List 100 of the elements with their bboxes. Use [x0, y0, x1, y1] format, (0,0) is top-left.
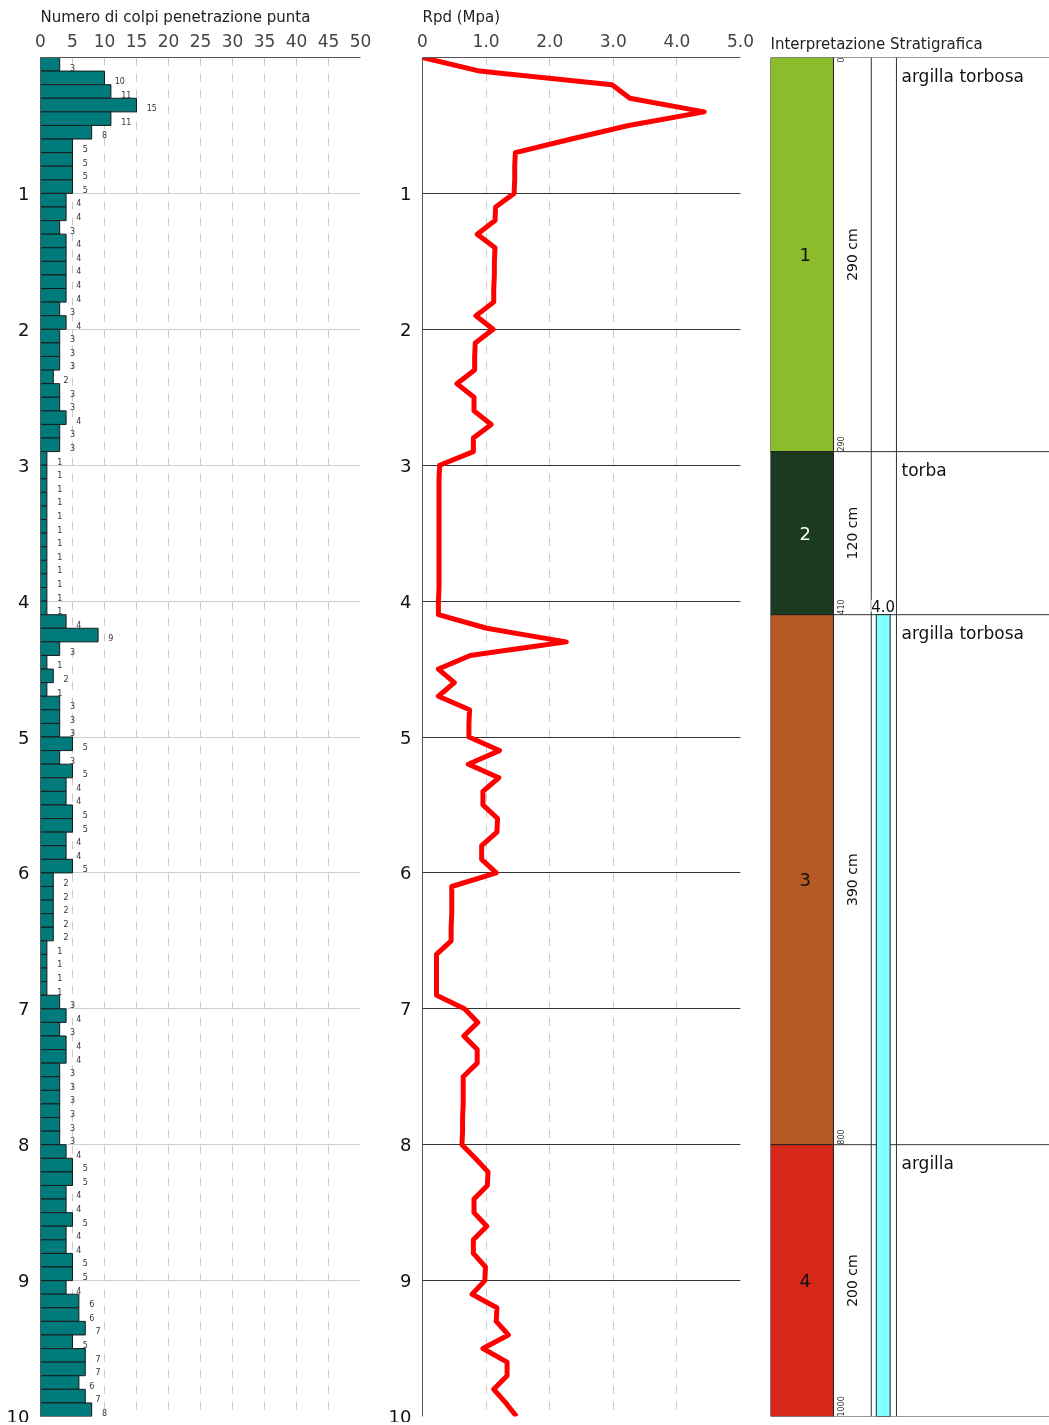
y-tick-label: 1: [18, 182, 30, 204]
data-label: 1: [57, 498, 63, 508]
y-tick-label: 8: [18, 1134, 30, 1156]
data-label: 1: [57, 539, 63, 549]
data-label: 4: [76, 199, 82, 209]
data-label: 4: [76, 213, 82, 222]
data-label: 4: [76, 838, 82, 848]
y-tick-label: 7: [18, 998, 30, 1020]
data-label: 290 cm: [844, 228, 861, 281]
data-label: 5: [82, 1259, 88, 1269]
data-label: 4: [76, 1041, 82, 1051]
data-label: 3: [69, 308, 76, 318]
chart-title: Rpd (Mpa): [422, 7, 501, 26]
y-tick-label: 6: [18, 862, 30, 884]
data-label: 5: [82, 1218, 88, 1228]
x-tick-label: 25: [189, 30, 212, 51]
x-tick-label: 20: [157, 30, 180, 51]
x-tick-label: 5.0: [726, 30, 755, 51]
data-label: 7: [95, 1354, 101, 1364]
y-tick-label: 5: [400, 726, 412, 748]
data-label: 1: [57, 661, 63, 671]
data-label: 8: [101, 1408, 108, 1418]
data-label: 4: [76, 620, 82, 630]
data-label: 6: [89, 1313, 95, 1323]
data-label: 1: [57, 511, 63, 521]
data-label: 4: [76, 851, 82, 861]
data-label: 2: [63, 933, 69, 943]
y-tick-label: 8: [400, 1134, 412, 1156]
data-label: 1: [57, 974, 63, 984]
data-label: 3: [69, 702, 76, 712]
data-label: 5: [82, 172, 88, 182]
data-label: 5: [82, 145, 88, 155]
x-tick-label: 10: [93, 30, 116, 51]
data-label: 1: [57, 525, 63, 535]
data-label: 3: [69, 348, 76, 358]
data-label: 5: [82, 1340, 88, 1350]
y-tick-label: 5: [18, 726, 30, 748]
data-label: 4: [76, 253, 82, 263]
data-label: 3: [69, 729, 76, 739]
text: 1: [799, 244, 811, 266]
data-label: 5: [82, 1273, 88, 1283]
data-label: 2: [63, 675, 69, 685]
data-label: 2: [63, 376, 69, 386]
data-label: 4: [76, 1055, 82, 1065]
data-label: 4: [76, 1205, 82, 1215]
data-label: 3: [69, 335, 76, 345]
category-label: torba: [901, 459, 947, 480]
x-tick-label: 40: [285, 30, 308, 51]
data-label: 15: [146, 104, 157, 114]
data-label: 6: [89, 1381, 95, 1391]
data-label: 3: [69, 1069, 76, 1079]
data-label: 4: [76, 797, 82, 807]
x-tick-label: 5: [67, 30, 78, 51]
text: Interpretazione Stratigrafica: [770, 34, 983, 53]
y-tick-label: 2: [400, 318, 412, 340]
y-tick-label: 6: [400, 862, 412, 884]
data-label: 4: [76, 240, 82, 250]
data-label: 4: [76, 321, 82, 331]
x-tick-label: 15: [125, 30, 148, 51]
data-label: 1: [57, 552, 63, 562]
data-label: 1: [57, 593, 63, 603]
data-label: 1: [57, 607, 63, 617]
x-tick-label: 0: [35, 30, 46, 51]
data-label: 9: [108, 634, 114, 644]
text: 4: [799, 1270, 811, 1292]
data-label: 3: [69, 1123, 76, 1133]
data-label: 4: [76, 783, 82, 793]
y-tick-label: 3: [18, 454, 30, 476]
data-label: 4: [76, 1150, 82, 1160]
data-label: 1: [57, 960, 63, 970]
data-label: 11: [121, 90, 132, 100]
data-label: 200 cm: [844, 1254, 861, 1307]
data-label: 4: [76, 1191, 82, 1201]
y-tick-label: 1: [400, 182, 412, 204]
data-label: 3: [69, 362, 76, 372]
data-label: 5: [82, 743, 88, 753]
data-label: 4: [76, 1232, 82, 1242]
data-label: 1: [57, 688, 63, 698]
text: 0: [836, 57, 846, 63]
data-label: 5: [82, 185, 88, 195]
data-label: 4: [76, 416, 82, 426]
data-label: 5: [82, 810, 88, 820]
data-label: 3: [69, 1096, 76, 1106]
category-label: argilla: [901, 1152, 954, 1173]
x-tick-label: 35: [253, 30, 276, 51]
data-label: 6: [89, 1300, 95, 1310]
text: 2: [799, 522, 811, 544]
y-tick-label: 2: [18, 318, 30, 340]
category-label: argilla torbosa: [901, 65, 1024, 86]
x-tick-label: 1.0: [472, 30, 500, 51]
text: 1000: [836, 1396, 846, 1417]
x-tick-label: 4.0: [663, 30, 691, 51]
x-tick-label: 2.0: [536, 30, 564, 51]
text: 410: [836, 599, 846, 615]
data-label: 5: [82, 158, 88, 168]
data-label: 3: [69, 1001, 76, 1011]
data-label: 5: [82, 1164, 88, 1174]
chart-title: Numero di colpi penetrazione punta: [40, 7, 311, 26]
data-label: 3: [69, 1137, 76, 1147]
data-label: 1: [57, 946, 63, 956]
